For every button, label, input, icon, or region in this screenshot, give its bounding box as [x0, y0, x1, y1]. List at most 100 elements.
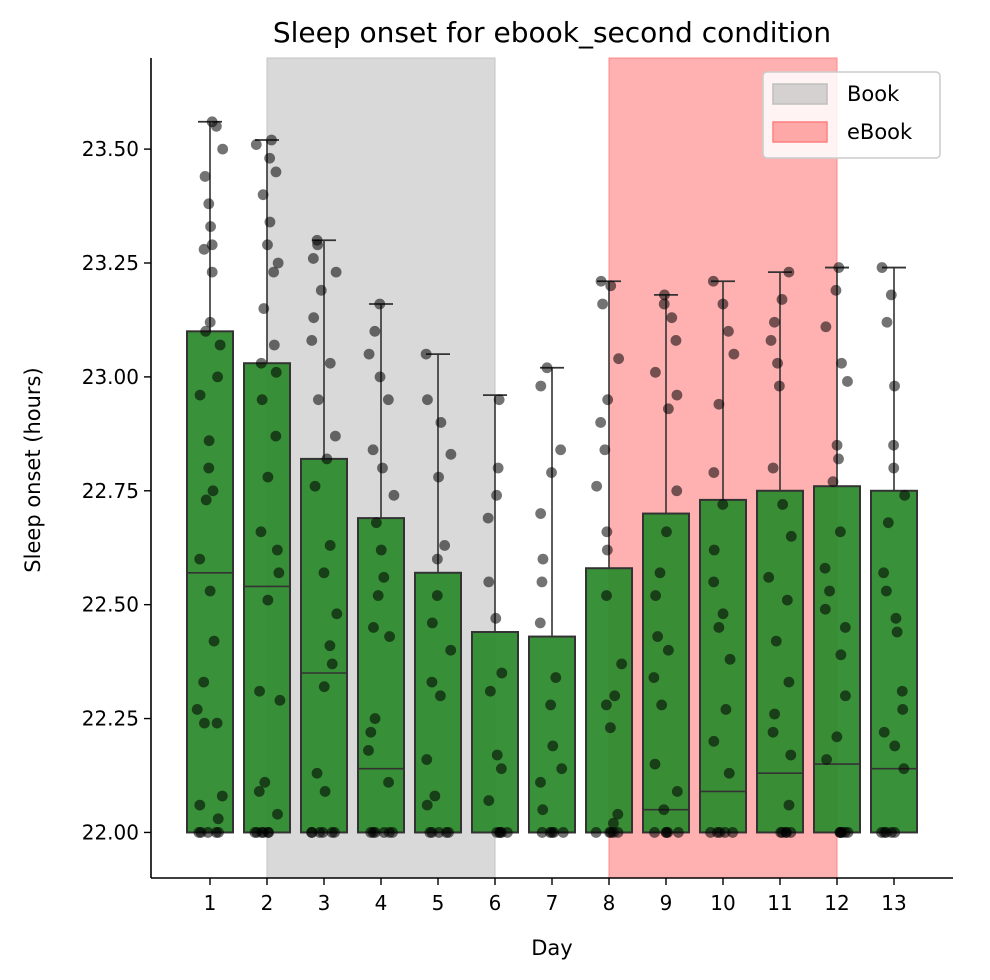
point-day-10 — [708, 576, 720, 588]
point-day-7 — [536, 827, 548, 838]
point-day-6 — [492, 462, 504, 474]
point-day-8 — [599, 444, 611, 456]
point-day-7 — [534, 617, 546, 629]
point-day-4 — [388, 489, 400, 501]
point-day-6 — [493, 394, 505, 406]
point-day-6 — [495, 763, 507, 775]
point-day-10 — [724, 653, 736, 665]
point-day-5 — [439, 540, 451, 551]
point-day-11 — [783, 676, 795, 688]
point-day-4 — [384, 631, 395, 642]
x-tick-label: 9 — [660, 891, 673, 915]
x-tick-label: 13 — [881, 891, 906, 915]
point-day-4 — [363, 745, 374, 756]
point-day-2 — [262, 827, 274, 838]
point-day-4 — [367, 444, 379, 456]
point-day-3 — [330, 266, 342, 278]
point-day-3 — [315, 284, 327, 296]
point-day-3 — [308, 312, 320, 324]
bar-day-3 — [300, 457, 348, 834]
point-day-9 — [662, 403, 674, 415]
point-day-10 — [707, 275, 719, 287]
point-day-7 — [555, 444, 567, 456]
point-day-4 — [374, 371, 386, 383]
x-tick-label: 4 — [375, 891, 388, 915]
x-tick-label: 7 — [546, 891, 559, 915]
point-day-7 — [550, 672, 562, 683]
legend-label-book: Book — [847, 82, 900, 106]
point-day-13 — [898, 763, 910, 775]
point-day-3 — [319, 786, 331, 797]
point-day-13 — [889, 740, 901, 752]
point-day-2 — [262, 239, 273, 251]
point-day-3 — [324, 540, 336, 551]
point-day-11 — [765, 335, 777, 346]
point-day-11 — [781, 594, 793, 606]
point-day-13 — [880, 585, 892, 597]
point-day-3 — [324, 640, 336, 652]
legend-label-ebook: eBook — [847, 120, 913, 144]
point-day-6 — [483, 576, 495, 588]
point-day-9 — [649, 827, 660, 838]
point-day-1 — [204, 316, 216, 328]
point-day-13 — [885, 289, 897, 301]
y-tick-label: 22.75 — [82, 479, 139, 503]
point-day-5 — [421, 754, 433, 765]
point-day-5 — [420, 348, 432, 360]
point-day-1 — [203, 198, 215, 210]
point-day-12 — [819, 603, 831, 615]
point-day-11 — [772, 357, 783, 369]
point-day-9 — [671, 389, 683, 401]
point-day-10 — [708, 467, 720, 478]
point-day-7 — [535, 776, 546, 788]
point-day-10 — [713, 622, 725, 633]
point-day-13 — [878, 726, 890, 738]
legend-swatch-ebook — [772, 121, 828, 143]
point-day-2 — [268, 266, 280, 278]
point-day-9 — [652, 631, 664, 642]
point-day-9 — [658, 298, 670, 310]
point-day-3 — [331, 608, 343, 620]
point-day-8 — [605, 280, 617, 292]
point-day-9 — [656, 699, 668, 711]
point-day-8 — [595, 275, 607, 287]
point-day-11 — [767, 726, 779, 738]
point-day-3 — [309, 480, 321, 492]
point-day-1 — [195, 827, 207, 838]
point-day-1 — [200, 325, 212, 337]
point-day-10 — [713, 398, 725, 410]
point-day-12 — [842, 376, 853, 387]
point-day-11 — [785, 749, 797, 761]
point-day-3 — [321, 453, 333, 465]
point-day-10 — [708, 735, 720, 747]
point-day-7 — [545, 699, 557, 711]
point-day-3 — [318, 567, 330, 579]
point-day-2 — [259, 776, 271, 788]
point-day-1 — [203, 462, 215, 474]
point-day-11 — [777, 499, 789, 510]
point-day-8 — [608, 817, 619, 829]
point-day-1 — [204, 585, 216, 597]
point-day-9 — [661, 526, 672, 538]
point-day-7 — [535, 380, 547, 392]
point-day-13 — [876, 827, 887, 838]
point-day-2 — [262, 471, 274, 483]
point-day-4 — [383, 827, 395, 838]
point-day-5 — [424, 827, 436, 838]
x-tick-label: 6 — [489, 891, 502, 915]
point-day-5 — [421, 799, 433, 811]
point-day-4 — [367, 827, 379, 838]
point-day-3 — [306, 335, 318, 346]
point-day-3 — [311, 234, 323, 246]
y-tick-label: 22.25 — [82, 707, 139, 731]
point-day-1 — [200, 494, 212, 506]
point-day-4 — [375, 544, 387, 556]
bar-day-9 — [642, 512, 690, 834]
point-day-12 — [833, 262, 845, 273]
point-day-1 — [207, 485, 219, 497]
bar-day-6 — [471, 631, 519, 834]
point-day-11 — [773, 380, 785, 392]
point-day-2 — [250, 139, 262, 150]
x-axis-label: Day — [531, 936, 572, 960]
